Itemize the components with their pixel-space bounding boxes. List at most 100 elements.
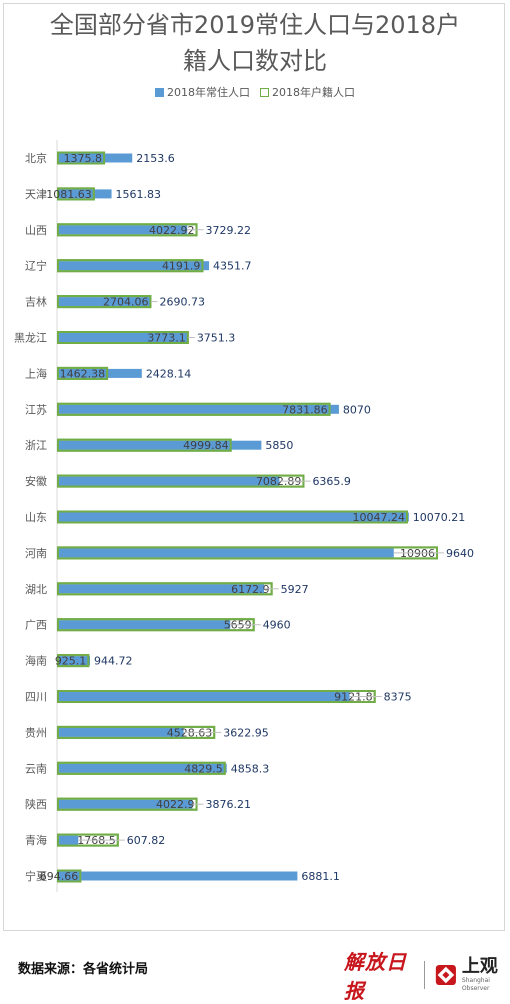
observer-mark-sub: Shanghai Observer <box>461 977 490 992</box>
bar-registered-outline <box>57 187 95 201</box>
category-label: 浙江 <box>25 439 47 452</box>
observer-logo-icon <box>435 964 457 986</box>
bar-registered-outline <box>57 331 189 344</box>
bar-resident <box>59 835 79 845</box>
data-label-resident: 10070.21 <box>413 511 466 524</box>
bar-resident <box>59 225 188 235</box>
bar-registered-outline <box>57 295 152 309</box>
data-label-resident: 8070 <box>343 403 371 416</box>
data-label-resident: 6881.1 <box>301 870 340 883</box>
bar-resident <box>59 727 184 737</box>
category-label: 辽宁 <box>25 259 47 273</box>
bar-registered-outline <box>57 366 109 380</box>
data-label-resident: 2690.73 <box>159 296 205 309</box>
bar-registered-outline <box>57 438 232 452</box>
data-label-resident: 8375 <box>384 691 412 704</box>
bar-resident <box>59 368 142 378</box>
bar-registered-outline <box>57 510 408 524</box>
data-label-registered: 925.1 <box>55 655 87 668</box>
category-label: 上海 <box>25 366 47 380</box>
data-label-registered: 4022.92 <box>149 224 195 237</box>
data-label-resident: 4858.3 <box>231 762 270 775</box>
data-label-resident: 2153.6 <box>136 152 175 165</box>
bar-registered-outline <box>57 869 82 883</box>
category-label: 黑龙江 <box>14 332 47 345</box>
chart-title-line1: 全国部分省市2019常住人口与2018户 <box>49 11 461 39</box>
category-label: 山东 <box>25 511 47 524</box>
legend-label-registered: 2018年户籍人口 <box>272 86 355 99</box>
data-label-resident: 9640 <box>446 547 474 560</box>
category-label: 广西 <box>25 619 47 632</box>
data-label-resident: 3751.3 <box>197 332 236 345</box>
bar-resident <box>59 189 112 199</box>
bar-resident <box>59 440 262 450</box>
data-label-registered: 4191.9 <box>162 260 201 273</box>
category-label: 江苏 <box>25 403 47 416</box>
data-label-resident: 2428.14 <box>146 367 192 380</box>
data-label-resident: 5850 <box>265 439 293 452</box>
bar-resident <box>59 512 409 522</box>
legend-label-resident: 2018年常住人口 <box>167 86 250 99</box>
logo-divider <box>424 961 426 989</box>
data-label-registered: 3773.1 <box>147 332 186 345</box>
bar-resident <box>59 333 189 342</box>
legend-item-resident: 2018年常住人口 <box>155 84 250 100</box>
bar-resident <box>59 297 152 307</box>
data-label-registered: 10047.24 <box>352 511 405 524</box>
category-label: 北京 <box>25 151 47 165</box>
newspaper-logo: 解放日报 <box>344 950 407 1003</box>
bar-registered-outline <box>57 761 226 775</box>
data-label-registered: 1462.38 <box>60 367 106 380</box>
bar-resident <box>59 799 193 809</box>
legend-item-registered: 2018年户籍人口 <box>260 84 355 100</box>
bar-resident <box>59 153 133 163</box>
observer-mark-label: 上观 <box>461 956 498 977</box>
category-label: 陕西 <box>25 797 47 811</box>
category-label: 天津 <box>25 188 47 201</box>
category-label: 吉林 <box>25 295 47 309</box>
bar-resident <box>59 404 339 414</box>
brand-logo: 解放日报 上观 Shanghai Observer <box>344 946 510 1004</box>
category-label: 河南 <box>25 547 47 560</box>
chart-title-line2: 籍人口数对比 <box>183 47 327 75</box>
data-label-resident: 4960 <box>263 619 291 632</box>
chart-frame <box>3 3 505 931</box>
category-label: 青海 <box>25 833 47 847</box>
bar-registered-outline <box>57 259 204 273</box>
data-label-registered: 7831.86 <box>282 403 328 416</box>
source-note: 数据来源：各省统计局 <box>18 962 149 977</box>
data-label-resident: 6365.9 <box>312 475 351 488</box>
data-label-resident: 944.72 <box>94 655 132 668</box>
category-label: 宁夏 <box>25 869 47 883</box>
data-label-resident: 607.82 <box>127 834 166 847</box>
data-label-registered: 694.66 <box>40 870 79 883</box>
data-label-resident: 1561.83 <box>116 188 162 201</box>
legend-swatch-resident <box>155 87 164 97</box>
data-label-resident: 3876.21 <box>206 798 252 811</box>
data-label-registered: 7082.89 <box>256 475 302 488</box>
bar-resident <box>59 620 231 630</box>
legend-swatch-registered <box>260 87 269 97</box>
bar-resident <box>59 548 394 558</box>
category-label: 云南 <box>25 762 47 775</box>
data-label-resident: 5927 <box>281 583 309 596</box>
bar-registered-outline <box>57 654 90 668</box>
category-label: 湖北 <box>25 583 47 596</box>
category-label: 贵州 <box>25 726 47 739</box>
data-label-registered: 1081.63 <box>46 188 92 201</box>
data-label-registered: 6172.9 <box>231 583 270 596</box>
bar-resident <box>59 261 210 271</box>
data-label-registered: 1375.8 <box>64 152 103 165</box>
bar-registered-outline <box>57 402 331 416</box>
data-label-resident: 3729.22 <box>206 224 252 237</box>
data-label-registered: 4829.5 <box>184 762 223 775</box>
category-label: 山西 <box>25 224 47 237</box>
category-label: 海南 <box>25 654 47 668</box>
observer-mark: 上观 Shanghai Observer <box>462 957 510 993</box>
chart-legend: 2018年常住人口 2018年户籍人口 <box>0 84 510 100</box>
bar-resident <box>59 763 227 773</box>
bar-resident <box>59 871 298 881</box>
data-label-registered: 2704.06 <box>103 296 149 309</box>
data-label-registered: 4022.9 <box>156 798 195 811</box>
